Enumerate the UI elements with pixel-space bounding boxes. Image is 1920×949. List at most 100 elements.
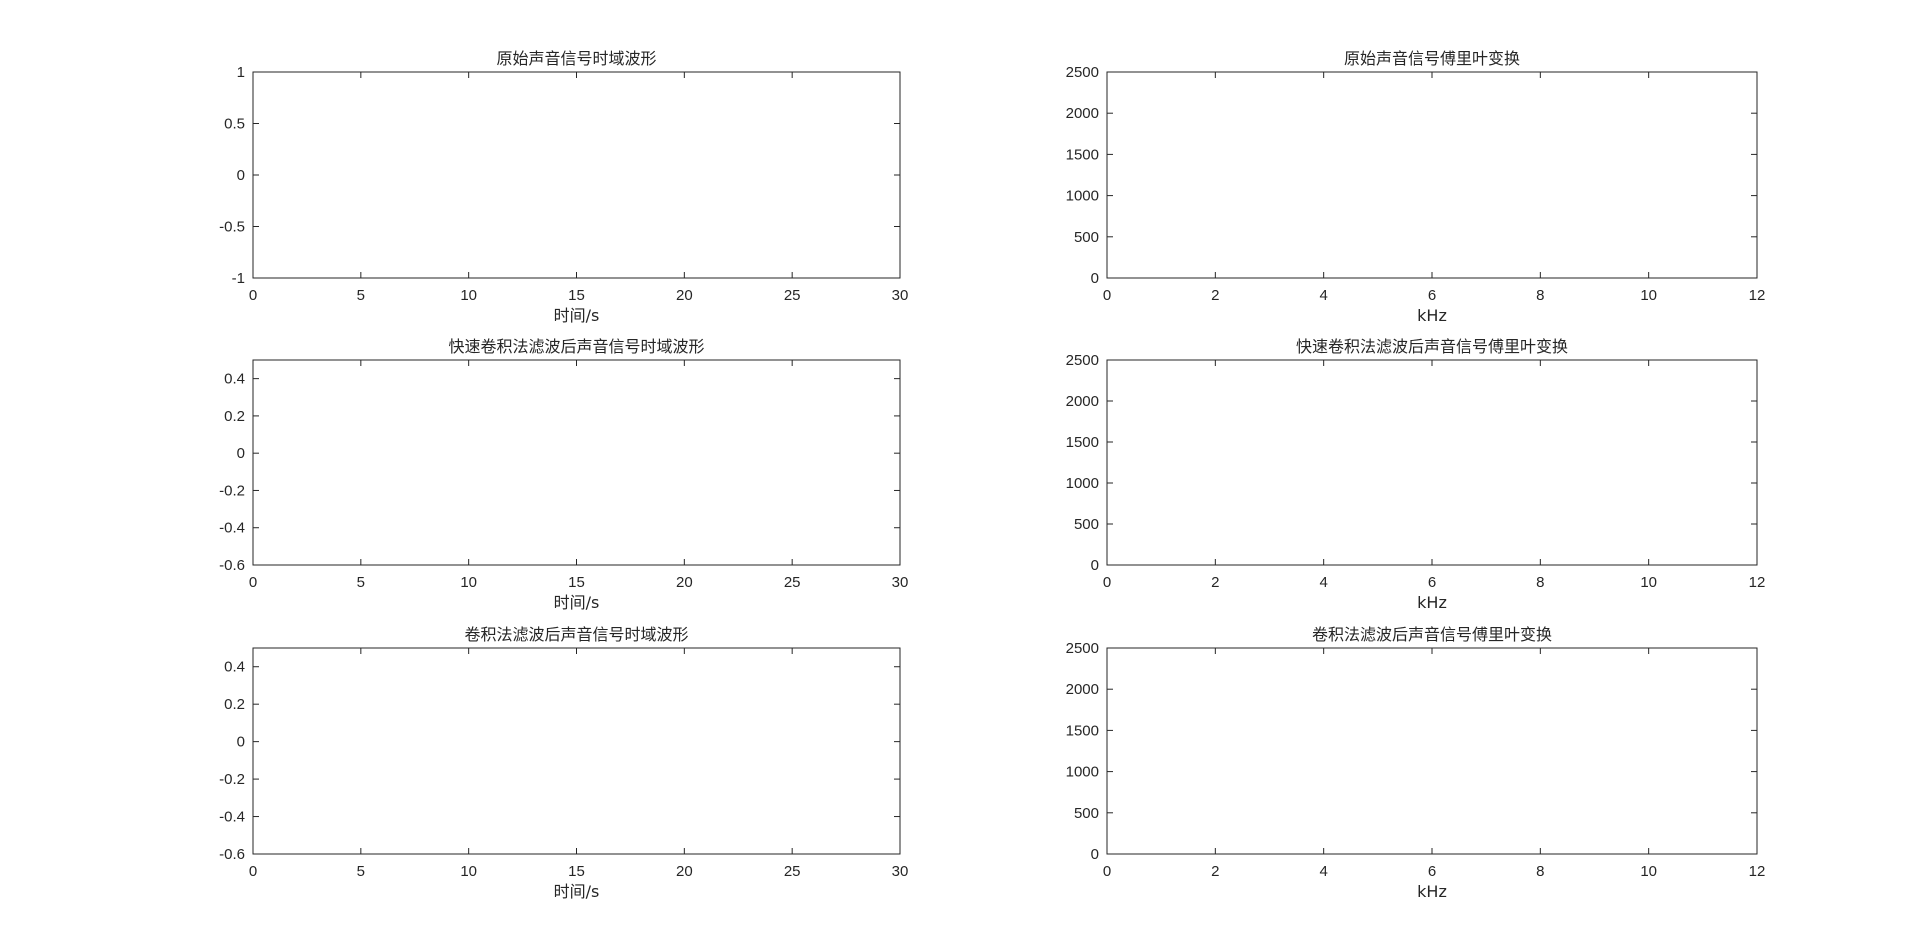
- x-tick-label: 0: [1103, 863, 1111, 880]
- axes-frame: [1107, 72, 1757, 278]
- y-tick-label: 0.2: [224, 408, 245, 425]
- chart-title: 快速卷积法滤波后声音信号时域波形: [448, 337, 704, 356]
- y-tick-label: 0: [1091, 270, 1099, 287]
- axes-frame: [253, 72, 900, 278]
- x-tick-label: 12: [1749, 574, 1766, 591]
- y-tick-label: -0.2: [219, 771, 245, 788]
- x-tick-label: 2: [1211, 574, 1219, 591]
- y-tick-label: 0.2: [224, 696, 245, 713]
- y-tick-label: -0.5: [219, 219, 245, 236]
- y-tick-label: 0: [1091, 846, 1099, 863]
- y-tick-label: 1: [237, 64, 245, 81]
- x-tick-label: 6: [1428, 863, 1436, 880]
- x-tick-label: 20: [676, 574, 693, 591]
- x-tick-label: 4: [1319, 863, 1327, 880]
- x-tick-label: 15: [568, 574, 585, 591]
- x-tick-label: 2: [1211, 863, 1219, 880]
- y-tick-label: 1000: [1066, 188, 1099, 205]
- x-tick-label: 30: [892, 574, 909, 591]
- y-tick-label: 1500: [1066, 434, 1099, 451]
- axes-frame: [253, 648, 900, 854]
- x-tick-label: 5: [357, 863, 365, 880]
- chart-title: 快速卷积法滤波后声音信号傅里叶变换: [1296, 337, 1568, 356]
- y-tick-label: -0.6: [219, 846, 245, 863]
- y-tick-label: 0: [237, 445, 245, 462]
- y-tick-label: 1000: [1066, 764, 1099, 781]
- y-tick-label: 0: [237, 167, 245, 184]
- y-tick-label: 2000: [1066, 393, 1099, 410]
- y-tick-label: -1: [232, 270, 245, 287]
- x-tick-label: 4: [1319, 287, 1327, 304]
- y-tick-label: 500: [1074, 229, 1099, 246]
- chart-title: 原始声音信号傅里叶变换: [1344, 49, 1520, 68]
- x-tick-label: 5: [357, 574, 365, 591]
- x-tick-label: 6: [1428, 574, 1436, 591]
- chart-title: 原始声音信号时域波形: [496, 49, 656, 68]
- x-tick-label: 2: [1211, 287, 1219, 304]
- y-tick-label: -0.4: [219, 809, 245, 826]
- axes-frame: [253, 360, 900, 565]
- x-tick-label: 0: [249, 574, 257, 591]
- x-tick-label: 25: [784, 287, 801, 304]
- y-tick-label: 1500: [1066, 722, 1099, 739]
- x-tick-label: 0: [1103, 574, 1111, 591]
- chart-title: 卷积法滤波后声音信号傅里叶变换: [1312, 625, 1552, 644]
- x-tick-label: 8: [1536, 287, 1544, 304]
- x-tick-label: 8: [1536, 574, 1544, 591]
- x-axis-label: 时间/s: [554, 882, 600, 901]
- chart-title: 卷积法滤波后声音信号时域波形: [464, 625, 688, 644]
- y-tick-label: 2000: [1066, 681, 1099, 698]
- x-tick-label: 0: [249, 287, 257, 304]
- x-tick-label: 10: [1640, 287, 1657, 304]
- y-tick-label: 1500: [1066, 146, 1099, 163]
- axes-frame: [1107, 360, 1757, 565]
- chart-panel-conv-time: 0 5 10 15 20 25 30 -0.6 -0.4 -0.2 0 0.2 0.4 卷积法滤波后声音信…: [219, 625, 908, 901]
- x-axis-label: 时间/s: [554, 306, 600, 325]
- x-tick-label: 4: [1319, 574, 1327, 591]
- y-tick-label: 0.4: [224, 371, 245, 388]
- y-tick-label: -0.6: [219, 557, 245, 574]
- y-tick-label: 0.5: [224, 116, 245, 133]
- y-tick-label: -0.2: [219, 482, 245, 499]
- x-axis-label: 时间/s: [554, 593, 600, 612]
- x-tick-label: 10: [1640, 574, 1657, 591]
- x-axis-label: kHz: [1417, 306, 1447, 325]
- y-tick-label: 0.4: [224, 659, 245, 676]
- chart-panel-fast-fft: 0 2 4 6 8 10 12 0 500 1000 1500 2000 2500 快速卷积法滤波后声音信…: [1066, 337, 1766, 612]
- y-tick-label: 0: [1091, 557, 1099, 574]
- x-tick-label: 10: [1640, 863, 1657, 880]
- x-tick-label: 8: [1536, 863, 1544, 880]
- x-tick-label: 30: [892, 863, 909, 880]
- x-axis-label: kHz: [1417, 882, 1447, 901]
- x-tick-label: 15: [568, 863, 585, 880]
- x-tick-label: 12: [1749, 863, 1766, 880]
- chart-panel-fast-time: 0 5 10 15 20 25 30 -0.6 -0.4 -0.2 0 0.2 0.4 快速卷积法滤波后声…: [219, 337, 908, 612]
- x-tick-label: 20: [676, 287, 693, 304]
- y-tick-label: -0.4: [219, 520, 245, 537]
- x-tick-label: 0: [249, 863, 257, 880]
- x-tick-label: 15: [568, 287, 585, 304]
- chart-panel-conv-fft: 0 2 4 6 8 10 12 0 500 1000 1500 2000 2500 卷积法滤波后声音信号傅…: [1066, 625, 1766, 901]
- x-tick-label: 10: [460, 287, 477, 304]
- x-tick-label: 12: [1749, 287, 1766, 304]
- x-tick-label: 20: [676, 863, 693, 880]
- x-tick-label: 25: [784, 863, 801, 880]
- x-tick-label: 0: [1103, 287, 1111, 304]
- y-tick-label: 0: [237, 734, 245, 751]
- y-tick-label: 2500: [1066, 640, 1099, 657]
- x-tick-label: 5: [357, 287, 365, 304]
- x-tick-label: 10: [460, 574, 477, 591]
- chart-panel-orig-fft: 0 2 4 6 8 10 12 0 500 1000 1500 2000 2500 原始声音信号傅里叶变换…: [1066, 49, 1766, 325]
- y-tick-label: 1000: [1066, 475, 1099, 492]
- y-tick-label: 500: [1074, 516, 1099, 533]
- x-tick-label: 10: [460, 863, 477, 880]
- x-axis-label: kHz: [1417, 593, 1447, 612]
- axes-frame: [1107, 648, 1757, 854]
- x-tick-label: 25: [784, 574, 801, 591]
- x-tick-label: 30: [892, 287, 909, 304]
- y-tick-label: 2500: [1066, 64, 1099, 81]
- y-tick-label: 500: [1074, 805, 1099, 822]
- x-tick-label: 6: [1428, 287, 1436, 304]
